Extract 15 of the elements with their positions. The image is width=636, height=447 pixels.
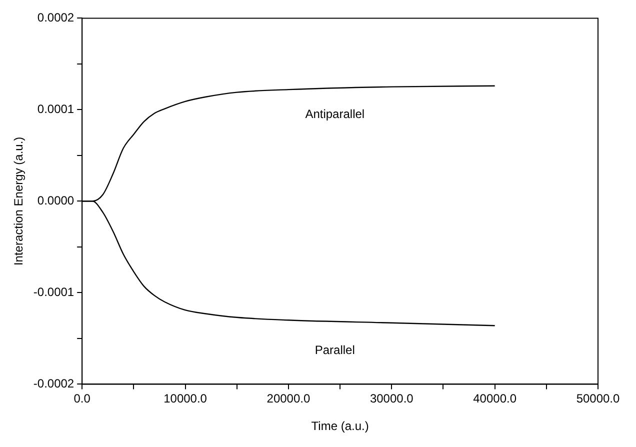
x-axis-title: Time (a.u.) bbox=[311, 419, 369, 434]
x-tick-label: 40000.0 bbox=[473, 392, 517, 406]
x-tick-label: 10000.0 bbox=[164, 392, 208, 406]
series-label: Antiparallel bbox=[305, 107, 365, 122]
y-tick-label: -0.0002 bbox=[33, 376, 74, 391]
x-tick-label: 30000.0 bbox=[370, 392, 414, 406]
y-axis-title: Interaction Energy (a.u.) bbox=[12, 136, 26, 266]
y-tick-label: -0.0001 bbox=[33, 285, 74, 300]
x-tick-label: 0.0 bbox=[74, 392, 91, 406]
y-tick-label: 0.0001 bbox=[37, 102, 74, 116]
series-label: Parallel bbox=[314, 343, 355, 358]
y-tick-label: 0.0000 bbox=[37, 194, 74, 208]
y-tick-label: 0.0002 bbox=[37, 10, 74, 25]
x-tick-label: 20000.0 bbox=[266, 392, 310, 406]
x-tick-label: 50000.0 bbox=[576, 392, 620, 406]
